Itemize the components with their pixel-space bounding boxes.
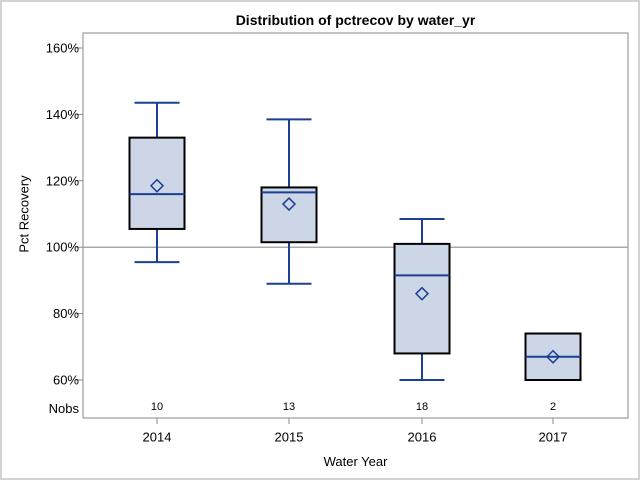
x-tick-label-2014: 2014 bbox=[143, 430, 172, 445]
mean-diamond-2017 bbox=[545, 349, 561, 364]
y-tick-label-120: 120% bbox=[46, 173, 80, 188]
mean-diamond-2014 bbox=[149, 178, 165, 193]
mean-diamond-2016 bbox=[414, 286, 430, 301]
y-tick-label-160: 160% bbox=[46, 41, 80, 56]
y-tick-label-100: 100% bbox=[46, 240, 80, 255]
nobs-row-label: Nobs bbox=[48, 401, 79, 416]
mean-diamond-2015 bbox=[281, 196, 297, 212]
nobs-value-2017: 2 bbox=[550, 401, 556, 413]
x-tick-label-2016: 2016 bbox=[408, 430, 437, 445]
box-2014 bbox=[128, 136, 186, 230]
y-tick-label-140: 140% bbox=[46, 107, 80, 122]
y-tick-label-80: 80% bbox=[53, 306, 79, 321]
chart-title: Distribution of pctrecov by water_yr bbox=[235, 12, 476, 28]
x-axis-title: Water Year bbox=[323, 454, 388, 469]
nobs-value-2016: 18 bbox=[416, 401, 428, 413]
box-2015 bbox=[260, 186, 318, 244]
x-tick-label-2017: 2017 bbox=[539, 430, 568, 445]
nobs-value-2014: 10 bbox=[151, 401, 163, 413]
y-tick-label-60: 60% bbox=[53, 373, 79, 388]
x-tick-label-2015: 2015 bbox=[275, 430, 304, 445]
nobs-value-2015: 13 bbox=[283, 401, 295, 413]
